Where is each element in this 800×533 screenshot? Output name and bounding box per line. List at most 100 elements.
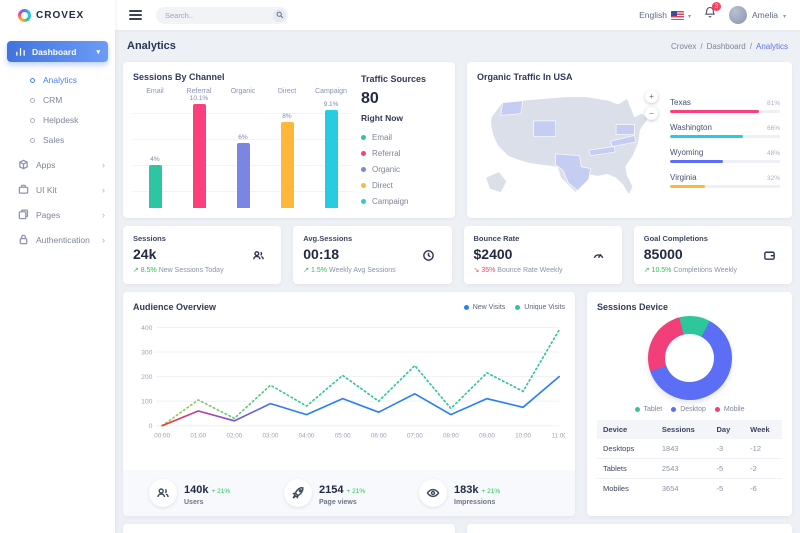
- svg-text:100: 100: [141, 399, 153, 406]
- chevron-right-icon: [102, 185, 105, 195]
- us-flag-icon: [670, 10, 684, 20]
- legend-dot: [515, 304, 521, 310]
- sidebar-item-helpdesk[interactable]: Helpdesk: [0, 110, 115, 130]
- notifications-button[interactable]: 3: [704, 2, 721, 24]
- bar-category-label: Direct: [277, 88, 297, 95]
- chevron-right-icon: [102, 210, 105, 220]
- state-row: Virginia 32%: [670, 173, 780, 188]
- map-state-washington: [500, 100, 524, 116]
- map-state-wyoming: [533, 120, 557, 137]
- chevron-right-icon: [102, 235, 105, 245]
- trend-value: ↘ 35%: [473, 267, 496, 274]
- donut-legend: Tablet Desktop Mobile: [597, 406, 782, 413]
- map-state-pennsylvania: [615, 124, 635, 135]
- svg-text:200: 200: [141, 374, 153, 381]
- chart-legend: New Visits Unique Visits: [463, 304, 565, 311]
- goal-completions-stat-card: Goal Completions 85000 ↗ 10.5% Completio…: [633, 226, 792, 284]
- brand-logo[interactable]: CROVEX: [0, 0, 115, 31]
- svg-text:05:00: 05:00: [335, 432, 351, 439]
- map-zoom-out-button[interactable]: −: [645, 107, 658, 120]
- sidebar-item-label: Helpdesk: [43, 115, 79, 125]
- sidebar-item-ui-kit[interactable]: UI Kit: [0, 177, 115, 202]
- sidebar-item-crm[interactable]: CRM: [0, 90, 115, 110]
- bar[interactable]: [236, 143, 250, 208]
- bar[interactable]: [148, 164, 162, 208]
- organic-traffic-usa-card: Organic Traffic In USA: [467, 62, 792, 218]
- chevron-down-icon: [783, 10, 786, 20]
- bar-category-label: Organic: [230, 88, 256, 95]
- audience-overview-chart[interactable]: 0 100 200 300 400 00:00 01:00 02:00 03:00 04:00 05…: [133, 316, 567, 442]
- legend-dot: [361, 198, 366, 204]
- language-selector[interactable]: English: [639, 10, 691, 20]
- clock-icon: [416, 242, 442, 268]
- search-input[interactable]: [165, 10, 273, 20]
- table-row[interactable]: Tablets 2543 -5 -2: [597, 459, 782, 479]
- sidebar-item-pages[interactable]: Pages: [0, 202, 115, 227]
- bar-value-label: 8%: [282, 112, 292, 120]
- chevron-down-icon: [688, 10, 691, 20]
- wallet-icon: [756, 242, 782, 268]
- svg-text:08:00: 08:00: [443, 432, 459, 439]
- svg-text:11:00: 11:00: [551, 432, 565, 439]
- stat-caption: New Sessions Today: [158, 267, 224, 274]
- legend-item: Organic: [361, 161, 445, 177]
- table-row[interactable]: Mobiles 3654 -5 -6: [603, 484, 757, 493]
- legend-item[interactable]: Unique Visits: [515, 304, 565, 311]
- sessions-stat-card: Sessions 24k ↗ 8.5% New Sessions Today: [123, 226, 282, 284]
- legend-item[interactable]: Desktop: [671, 406, 706, 413]
- stat-value: 24k: [133, 246, 157, 262]
- bar-column: Organic 6%: [221, 88, 265, 208]
- bar-column: Referral 10.1%: [177, 88, 221, 208]
- table-row[interactable]: Desktops 1843 -3 -12: [597, 439, 782, 459]
- bar-value-label: 9.1%: [323, 101, 339, 109]
- brand-name: CROVEX: [36, 10, 85, 21]
- bar[interactable]: [280, 121, 294, 208]
- card-title: Audience Overview: [133, 302, 217, 312]
- card-stub: [467, 524, 792, 533]
- bounce-rate-stat-card: Bounce Rate $2400 ↘ 35% Bounce Rate Week…: [463, 226, 622, 284]
- audience-footer-stats: 140k + 21% Users 2154 + 21% Page views 183…: [123, 470, 575, 516]
- trend-value: ↗ 10.5%: [643, 267, 672, 274]
- progress-fill: [670, 135, 743, 138]
- stat-caption: Completions Weekly: [673, 267, 738, 274]
- breadcrumb-item[interactable]: Crovex: [671, 41, 697, 51]
- bullet-icon: [30, 77, 35, 83]
- sidebar-item-apps[interactable]: Apps: [0, 152, 115, 177]
- bar[interactable]: [324, 110, 338, 208]
- sidebar-item-authentication[interactable]: Authentication: [0, 227, 115, 252]
- legend-item[interactable]: Tablet: [634, 406, 662, 413]
- sidebar-item-label: Pages: [36, 209, 61, 220]
- legend-item: Email: [361, 129, 445, 145]
- bar[interactable]: [192, 104, 206, 208]
- search-icon: [276, 11, 283, 19]
- stat-title: Sessions: [133, 234, 166, 243]
- progress-track: [670, 110, 780, 113]
- usa-map[interactable]: + −: [477, 86, 660, 208]
- state-progress-list: Texas 81% Washington 66% Wyoming 48% V: [660, 86, 782, 208]
- stat-value: 00:18: [303, 246, 340, 262]
- sessions-device-card: Sessions Device Tablet Desktop Mobile De…: [587, 292, 792, 516]
- legend-dot: [361, 134, 366, 140]
- rocket-icon: [284, 479, 312, 507]
- search-button[interactable]: [273, 8, 286, 22]
- user-name: Amelia: [752, 10, 778, 20]
- breadcrumb-item[interactable]: Dashboard: [706, 41, 746, 51]
- sidebar-item-analytics[interactable]: Analytics: [0, 70, 115, 90]
- device-table: Device Sessions Day Week Desktops 1843 -…: [597, 420, 782, 498]
- menu-toggle-icon[interactable]: [129, 8, 142, 23]
- legend-dot: [671, 407, 677, 412]
- svg-text:300: 300: [141, 349, 153, 356]
- bar-category-label: Referral: [186, 88, 212, 95]
- users-icon: [149, 479, 177, 507]
- svg-text:01:00: 01:00: [190, 432, 206, 439]
- legend-item[interactable]: New Visits: [463, 304, 505, 311]
- map-zoom-in-button[interactable]: +: [645, 90, 658, 103]
- sidebar-item-sales[interactable]: Sales: [0, 130, 115, 150]
- user-menu[interactable]: Amelia: [729, 6, 786, 24]
- sessions-device-donut[interactable]: [647, 316, 732, 400]
- legend-item[interactable]: Mobile: [714, 406, 745, 413]
- svg-text:03:00: 03:00: [263, 432, 279, 439]
- progress-fill: [670, 185, 706, 188]
- audience-overview-card: Audience Overview New Visits Unique Visi…: [123, 292, 575, 516]
- sidebar-item-dashboard[interactable]: Dashboard ▾: [7, 41, 108, 62]
